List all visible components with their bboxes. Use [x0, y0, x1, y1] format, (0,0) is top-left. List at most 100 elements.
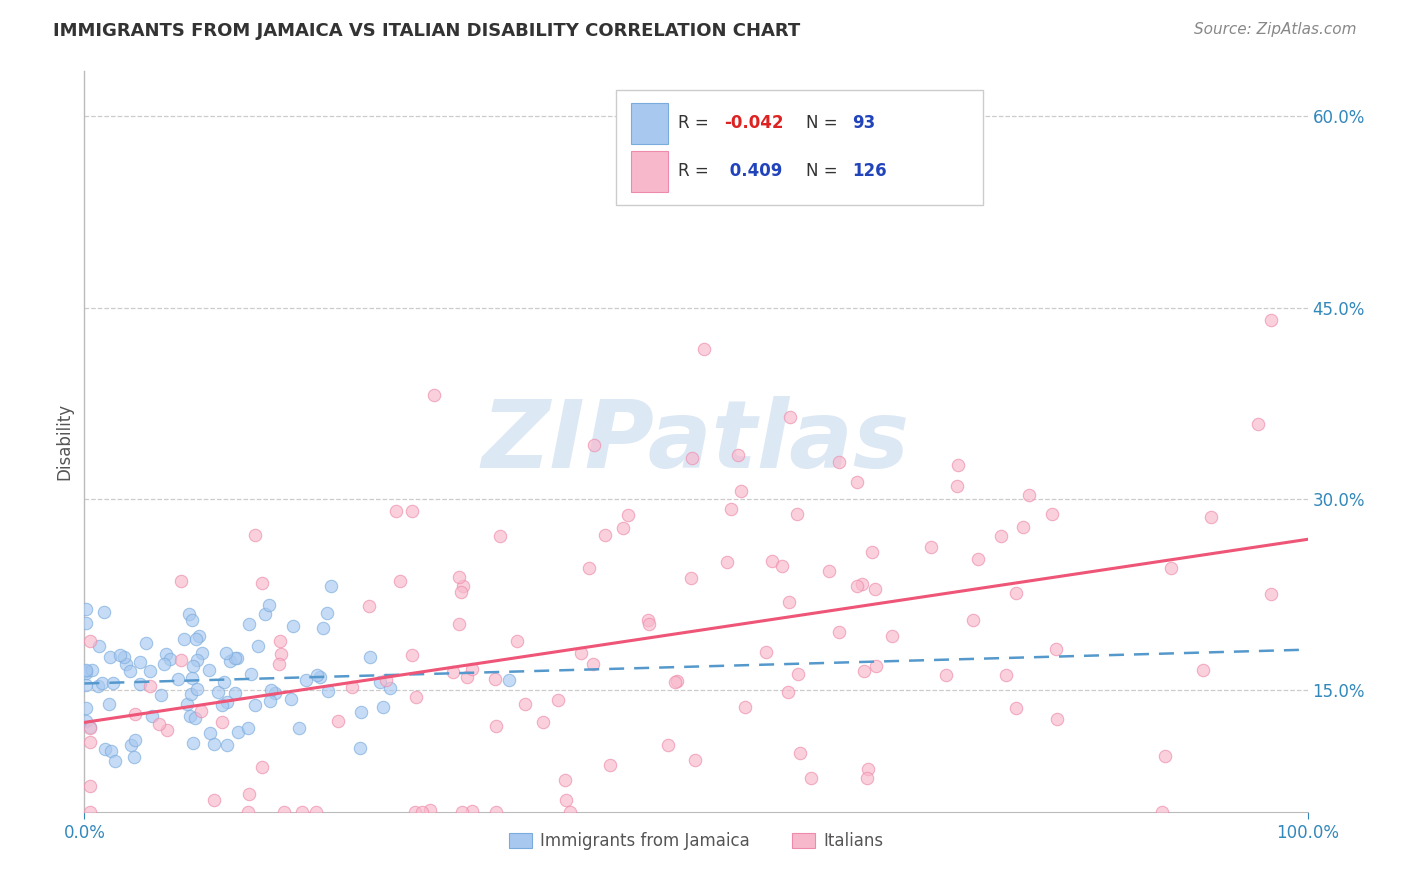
FancyBboxPatch shape — [631, 151, 668, 192]
Point — [191, 647, 214, 661]
Point — [569, 646, 592, 660]
Point — [449, 616, 471, 631]
Point — [238, 805, 260, 819]
Point — [1152, 805, 1174, 819]
Point — [308, 671, 330, 685]
Legend: Immigrants from Jamaica, Italians: Immigrants from Jamaica, Italians — [502, 825, 890, 856]
Point — [135, 636, 157, 650]
Point — [461, 804, 484, 818]
Point — [779, 595, 801, 609]
Point — [211, 715, 233, 730]
Point — [240, 667, 263, 681]
Point — [124, 706, 146, 721]
Point — [484, 805, 506, 819]
Point — [207, 685, 229, 699]
Point — [155, 647, 177, 661]
Point — [93, 605, 115, 619]
Point — [217, 738, 239, 752]
Point — [1005, 700, 1028, 714]
Point — [388, 574, 411, 588]
Point — [250, 576, 273, 591]
Point — [104, 754, 127, 768]
Point — [1199, 509, 1222, 524]
Point — [513, 697, 536, 711]
Point — [173, 632, 195, 647]
Point — [945, 478, 967, 492]
Point — [186, 681, 208, 696]
Point — [91, 676, 114, 690]
Point — [226, 650, 249, 665]
Point — [179, 708, 201, 723]
Point — [531, 715, 554, 730]
Point — [179, 607, 201, 621]
Point — [181, 659, 204, 673]
Point — [373, 699, 395, 714]
Point — [253, 607, 276, 622]
Point — [789, 746, 811, 760]
Point — [1004, 586, 1026, 600]
Point — [423, 388, 446, 402]
Point — [79, 722, 101, 736]
Point — [485, 719, 508, 733]
Text: 0.409: 0.409 — [724, 162, 783, 180]
Point — [75, 601, 97, 615]
Point — [846, 579, 869, 593]
Point — [219, 654, 242, 668]
Y-axis label: Disability: Disability — [55, 403, 73, 480]
Text: R =: R = — [678, 114, 714, 132]
Point — [506, 634, 529, 648]
Point — [79, 720, 101, 734]
Point — [787, 667, 810, 681]
Point — [98, 650, 121, 665]
Point — [1260, 587, 1282, 601]
Point — [827, 455, 849, 469]
Point — [384, 504, 406, 518]
Point — [103, 676, 125, 690]
Point — [264, 686, 287, 700]
Point — [638, 616, 661, 631]
Point — [224, 650, 246, 665]
Point — [159, 652, 181, 666]
Text: N =: N = — [806, 162, 844, 180]
Point — [94, 742, 117, 756]
Text: N =: N = — [806, 114, 844, 132]
Point — [270, 647, 292, 661]
Point — [316, 684, 339, 698]
Point — [498, 673, 520, 687]
Point — [115, 657, 138, 672]
Point — [112, 649, 135, 664]
Point — [359, 649, 381, 664]
Point — [79, 633, 101, 648]
Point — [257, 598, 280, 612]
Point — [139, 679, 162, 693]
Point — [202, 737, 225, 751]
Point — [583, 437, 606, 451]
Point — [316, 606, 339, 620]
Point — [141, 708, 163, 723]
Point — [342, 680, 364, 694]
Point — [184, 632, 207, 646]
Point — [817, 564, 839, 578]
Point — [129, 655, 152, 669]
Point — [82, 664, 104, 678]
Point — [75, 664, 97, 678]
Point — [247, 639, 270, 653]
Point — [170, 653, 193, 667]
Point — [755, 645, 778, 659]
Point — [214, 646, 236, 660]
Point — [269, 657, 291, 672]
Point — [666, 674, 689, 689]
Point — [786, 507, 808, 521]
Point — [1247, 417, 1270, 431]
Point — [186, 653, 208, 667]
Point — [846, 475, 869, 489]
Point — [882, 629, 904, 643]
Point — [357, 599, 380, 613]
Point — [150, 688, 173, 702]
Point — [170, 574, 193, 589]
Point — [295, 673, 318, 688]
Point — [291, 805, 314, 819]
Point — [460, 662, 482, 676]
Point — [720, 502, 742, 516]
Point — [1260, 312, 1282, 326]
